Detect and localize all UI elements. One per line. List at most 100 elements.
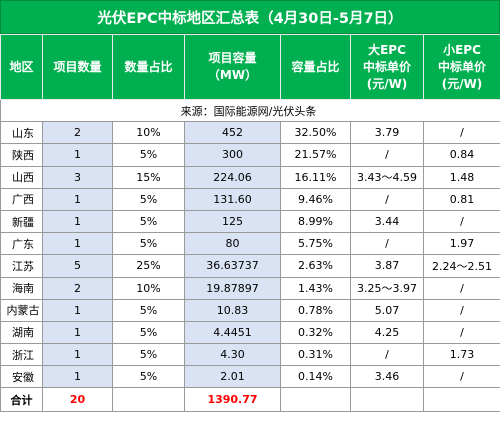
cell-count-share: 5%	[112, 232, 185, 256]
epc-summary-table: 地区 项目数量 数量占比 项目容量 （MW） 容量占比 大EPC 中标单价 (元…	[0, 34, 500, 413]
cell-large-epc-price: 5.07	[350, 298, 424, 322]
table-row: 新疆 1 5% 125 8.99% 3.44/	[0, 209, 500, 234]
cell-region: 内蒙古	[0, 298, 43, 322]
header-line: 小EPC	[443, 42, 481, 57]
cell-large-epc-price: 3.43～4.59	[350, 165, 424, 189]
header-line: 中标单价	[437, 59, 486, 74]
cell-capacity-share: 0.31%	[280, 343, 351, 367]
header-line: (元/W)	[366, 76, 408, 91]
total-row: 合计 20 1390.77	[0, 387, 500, 413]
cell-small-epc-price: /	[423, 276, 500, 300]
cell-capacity: 4.30	[184, 343, 281, 367]
total-small-epc-price	[423, 387, 500, 413]
cell-count-share: 25%	[112, 254, 185, 278]
cell-count-share: 10%	[112, 121, 185, 145]
header-capacity-share: 容量占比	[280, 34, 351, 100]
cell-small-epc-price: 2.24～2.51	[423, 254, 500, 278]
cell-project-count: 1	[42, 320, 113, 345]
cell-capacity-share: 32.50%	[280, 121, 351, 145]
total-count-share	[112, 387, 185, 413]
table-row: 山东 2 10% 452 32.50% 3.79/	[0, 121, 500, 145]
cell-region: 广东	[0, 232, 43, 256]
header-region: 地区	[0, 34, 43, 100]
header-line: (元/W)	[441, 76, 483, 91]
cell-region: 安徽	[0, 365, 43, 389]
cell-small-epc-price: /	[423, 298, 500, 322]
cell-region: 湖南	[0, 320, 43, 345]
header-line: 项目容量	[208, 51, 257, 65]
cell-capacity-share: 21.57%	[280, 143, 351, 167]
cell-small-epc-price: 1.48	[423, 165, 500, 189]
cell-region: 海南	[0, 276, 43, 300]
header-row: 地区 项目数量 数量占比 项目容量 （MW） 容量占比 大EPC 中标单价 (元…	[0, 34, 500, 100]
source-note: 来源：国际能源网/光伏头条	[0, 98, 500, 123]
total-count: 20	[42, 387, 113, 413]
cell-count-share: 15%	[112, 165, 185, 189]
cell-small-epc-price: 0.84	[423, 143, 500, 167]
cell-large-epc-price: /	[350, 143, 424, 167]
cell-project-count: 1	[42, 298, 113, 322]
total-capacity: 1390.77	[184, 387, 281, 413]
cell-capacity: 224.06	[184, 165, 281, 189]
cell-large-epc-price: 3.46	[350, 365, 424, 389]
cell-small-epc-price: /	[423, 320, 500, 345]
cell-large-epc-price: 3.25～3.97	[350, 276, 424, 300]
cell-project-count: 3	[42, 165, 113, 189]
cell-capacity-share: 1.43%	[280, 276, 351, 300]
cell-capacity-share: 5.75%	[280, 232, 351, 256]
header-large-epc-price: 大EPC 中标单价 (元/W)	[350, 34, 424, 100]
table-row: 山西 3 15% 224.06 16.11% 3.43～4.59 1.48	[0, 165, 500, 189]
table-row: 湖南 1 5% 4.4451 0.32% 4.25/	[0, 320, 500, 345]
cell-region: 山东	[0, 121, 43, 145]
cell-large-epc-price: /	[350, 187, 424, 211]
table-row: 广东 1 5% 80 5.75%/1.97	[0, 232, 500, 256]
cell-small-epc-price: 1.73	[423, 343, 500, 367]
cell-capacity: 19.87897	[184, 276, 281, 300]
cell-project-count: 2	[42, 276, 113, 300]
cell-small-epc-price: 1.97	[423, 232, 500, 256]
cell-capacity-share: 2.63%	[280, 254, 351, 278]
cell-small-epc-price: /	[423, 121, 500, 145]
table-row: 海南 2 10% 19.87897 1.43% 3.25～3.97/	[0, 276, 500, 300]
cell-count-share: 5%	[112, 365, 185, 389]
cell-capacity: 36.63737	[184, 254, 281, 278]
cell-large-epc-price: /	[350, 232, 424, 256]
cell-large-epc-price: 4.25	[350, 320, 424, 345]
header-line: 容量占比	[291, 59, 340, 74]
total-large-epc-price	[350, 387, 424, 413]
header-line: 地区	[9, 59, 34, 74]
cell-region: 新疆	[0, 209, 43, 234]
table-row: 内蒙古 1 5% 10.83 0.78% 5.07/	[0, 298, 500, 322]
header-small-epc-price: 小EPC 中标单价 (元/W)	[423, 34, 500, 100]
total-capacity-share	[280, 387, 351, 413]
cell-capacity-share: 16.11%	[280, 165, 351, 189]
cell-capacity-share: 0.78%	[280, 298, 351, 322]
cell-small-epc-price: /	[423, 365, 500, 389]
cell-large-epc-price: 3.79	[350, 121, 424, 145]
cell-capacity: 131.60	[184, 187, 281, 211]
cell-region: 山西	[0, 165, 43, 189]
table-row: 浙江 1 5% 4.30 0.31%/1.73	[0, 343, 500, 367]
header-line: 数量占比	[124, 59, 173, 74]
cell-capacity: 4.4451	[184, 320, 281, 345]
cell-project-count: 1	[42, 343, 113, 367]
cell-project-count: 1	[42, 143, 113, 167]
cell-count-share: 5%	[112, 320, 185, 345]
cell-capacity: 300	[184, 143, 281, 167]
cell-capacity-share: 0.32%	[280, 320, 351, 345]
cell-project-count: 1	[42, 365, 113, 389]
cell-project-count: 2	[42, 121, 113, 145]
cell-count-share: 5%	[112, 298, 185, 322]
cell-large-epc-price: 3.44	[350, 209, 424, 234]
cell-capacity-share: 0.14%	[280, 365, 351, 389]
header-capacity: 项目容量 （MW）	[184, 34, 281, 100]
table-title: 光伏EPC中标地区汇总表（4月30日-5月7日）	[0, 0, 500, 34]
table-row: 陕西 1 5% 300 21.57%/0.84	[0, 143, 500, 167]
cell-capacity-share: 8.99%	[280, 209, 351, 234]
table-row: 广西 1 5% 131.60 9.46%/0.81	[0, 187, 500, 211]
cell-count-share: 5%	[112, 209, 185, 234]
cell-project-count: 1	[42, 209, 113, 234]
cell-project-count: 5	[42, 254, 113, 278]
cell-capacity: 125	[184, 209, 281, 234]
cell-count-share: 10%	[112, 276, 185, 300]
